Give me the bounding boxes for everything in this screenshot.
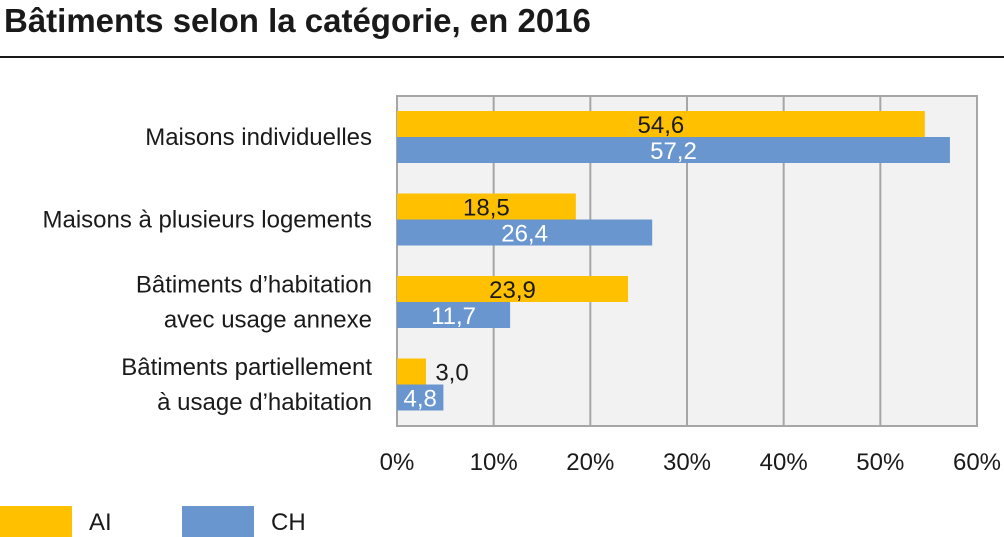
bar-ch [397,137,950,163]
category-label: Maisons individuelles [145,124,372,151]
data-label: 3,0 [435,360,468,387]
x-tick-labels-group: 0% 10% 20% 30% 40% 50% 60% [380,449,1001,476]
x-tick-label: 40% [760,449,808,476]
data-label: 4,8 [404,386,437,413]
bar-ai [397,193,576,220]
category-label: Maisons à plusieurs logements [43,207,373,234]
bars-group [397,111,950,411]
bar-ai [397,111,925,137]
data-label: 26,4 [501,221,548,248]
data-label: 18,5 [463,195,510,222]
x-tick-label: 0% [380,449,415,476]
category-label: Bâtiments d’habitation [136,272,372,299]
category-label: à usage d’habitation [157,389,372,416]
legend: AI CH [0,506,306,537]
data-labels-group: 54,657,2 18,526,4 23,9 11,7 3,04,8 [404,112,697,413]
x-tick-label: 50% [856,449,904,476]
bar-ch [397,384,444,411]
category-label: avec usage annexe [164,307,372,334]
bar-ai [397,358,426,385]
data-label: 54,6 [638,112,685,139]
bar-ch [397,302,511,328]
x-tick-label: 10% [470,449,518,476]
data-label: 57,2 [650,138,697,165]
title-rule [0,56,1004,58]
legend-swatch-ch [182,506,254,537]
data-label: 23,9 [489,277,536,304]
legend-swatch-ai [0,506,72,537]
legend-label-ch: CH [271,509,306,536]
bar-ch [397,219,653,246]
legend-label-ai: AI [89,509,112,536]
x-tick-label: 60% [953,449,1001,476]
chart-title: Bâtiments selon la catégorie, en 2016 [4,2,591,39]
data-label: 11,7 [431,303,476,330]
category-label: Bâtiments partiellement [121,354,372,381]
x-tick-label: 30% [663,449,711,476]
bar-ai [397,276,629,302]
category-labels-group: Maisons individuelles Maisons à plusieurs… [43,124,373,416]
x-tick-label: 20% [566,449,614,476]
